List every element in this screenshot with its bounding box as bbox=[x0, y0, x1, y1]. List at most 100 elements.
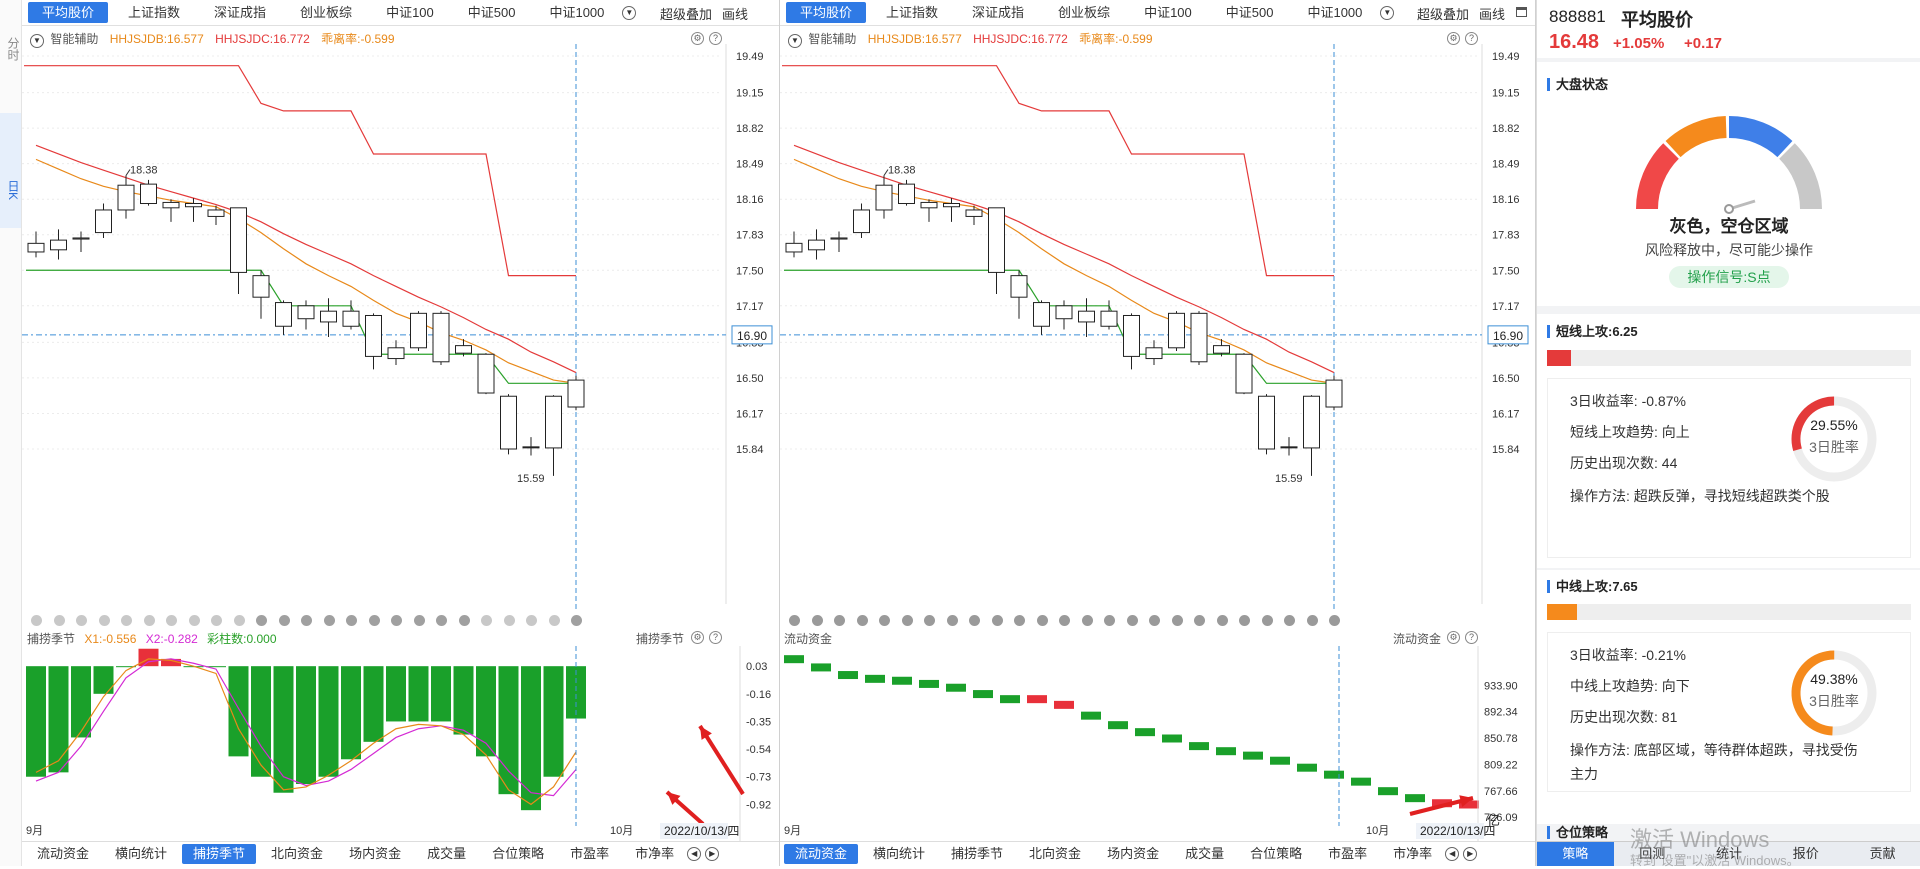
candle-body bbox=[1325, 379, 1343, 408]
tab-chinext[interactable]: 创业板综 bbox=[1058, 5, 1111, 20]
rtab-backtest[interactable]: 回测 bbox=[1639, 846, 1666, 861]
candle-signal-dot bbox=[969, 615, 980, 626]
price-tick-label: 17.17 bbox=[736, 301, 764, 313]
chevron-left-icon[interactable]: ◀ bbox=[1445, 847, 1460, 861]
tab-shenzhen-index[interactable]: 深证成指 bbox=[972, 5, 1025, 20]
btab-volume[interactable]: 成交量 bbox=[1185, 846, 1225, 861]
rtab-quote[interactable]: 报价 bbox=[1792, 846, 1819, 861]
tab-csi100[interactable]: 中证100 bbox=[1144, 5, 1192, 20]
candle-body bbox=[1235, 353, 1253, 394]
btab-pb[interactable]: 市净率 bbox=[1393, 846, 1433, 861]
settings-icon[interactable]: ⚙ bbox=[1447, 631, 1460, 644]
candle-body bbox=[185, 203, 202, 208]
tab-csi500[interactable]: 中证500 bbox=[467, 5, 516, 20]
rtab-contribution[interactable]: 贡献 bbox=[1869, 846, 1896, 861]
help-icon[interactable]: ? bbox=[709, 631, 722, 644]
stock-info-panel: 888881 平均股价 16.48 +1.05% +0.17 大盘状态 灰色，空… bbox=[1536, 0, 1920, 866]
help-icon[interactable]: ? bbox=[1465, 32, 1478, 45]
x1-line bbox=[35, 658, 577, 806]
candle-signal-dot bbox=[571, 615, 582, 626]
candle-signal-dot bbox=[1171, 615, 1183, 626]
candle-signal-dot bbox=[368, 615, 380, 626]
indicator-hhjsjdc: HHJSJDC:16.772 bbox=[973, 32, 1068, 46]
bucao-bar bbox=[521, 666, 541, 811]
btab-northbound[interactable]: 北向资金 bbox=[1029, 846, 1082, 861]
btab-onfloor-funds[interactable]: 场内资金 bbox=[349, 846, 402, 861]
sub-tick-label: 809.22 bbox=[1484, 759, 1518, 771]
draw-line-button[interactable]: 画线 bbox=[1479, 7, 1506, 22]
settings-icon[interactable]: ⚙ bbox=[691, 32, 704, 45]
stock-name: 平均股价 bbox=[1621, 10, 1693, 30]
price-tick-label: 16.17 bbox=[736, 408, 764, 420]
mid-method-cont: 主力 bbox=[1570, 766, 1598, 782]
btab-horizontal-stats[interactable]: 横向统计 bbox=[115, 846, 168, 861]
tab-csi500[interactable]: 中证500 bbox=[1225, 5, 1274, 20]
chevron-right-icon[interactable]: ▶ bbox=[1463, 847, 1478, 861]
candle-signal-dot bbox=[924, 615, 935, 626]
candle-body bbox=[965, 209, 983, 217]
candle-body bbox=[95, 209, 112, 234]
rtab-stats[interactable]: 统计 bbox=[1715, 846, 1742, 861]
mid-trend: 中线上攻趋势: 向下 bbox=[1570, 678, 1690, 694]
rail-tab-intraday[interactable]: 分时 bbox=[6, 37, 20, 61]
sub-indicator-title: 流动资金 bbox=[784, 632, 833, 646]
price-tick-label: 17.17 bbox=[1492, 301, 1520, 313]
tab-average-price[interactable]: 平均股价 bbox=[786, 2, 867, 23]
price-tick-label: 17.83 bbox=[736, 230, 764, 242]
short-method: 操作方法: 超跌反弹，寻找短线超跌类个股 bbox=[1570, 488, 1830, 504]
candle-body bbox=[1258, 395, 1275, 450]
chevron-down-icon[interactable]: ▼ bbox=[1380, 5, 1395, 20]
tab-shenzhen-index[interactable]: 深证成指 bbox=[214, 5, 267, 20]
btab-pe[interactable]: 市盈率 bbox=[570, 846, 610, 861]
price-tick-label: 19.15 bbox=[1492, 88, 1520, 100]
btab-pe[interactable]: 市盈率 bbox=[1328, 846, 1368, 861]
help-icon[interactable]: ? bbox=[1465, 631, 1478, 644]
candle-body bbox=[875, 184, 893, 211]
btab-pb[interactable]: 市净率 bbox=[635, 846, 675, 861]
btab-liquidity[interactable]: 流动资金 bbox=[784, 844, 859, 864]
btab-fishing-season[interactable]: 捕捞季节 bbox=[951, 846, 1004, 861]
btab-volume[interactable]: 成交量 bbox=[427, 846, 467, 861]
bucao-bar bbox=[453, 666, 474, 735]
candle-signal-dot bbox=[856, 615, 868, 626]
chevron-down-icon[interactable]: ▼ bbox=[622, 5, 637, 20]
tab-chinext[interactable]: 创业板综 bbox=[300, 5, 353, 20]
mid-win-rate: 49.38% bbox=[1810, 671, 1858, 687]
liquidity-bar bbox=[865, 674, 885, 683]
btab-position-strategy[interactable]: 合位策略 bbox=[492, 846, 545, 861]
candle-body bbox=[387, 347, 405, 360]
tab-csi1000[interactable]: 中证1000 bbox=[549, 5, 605, 20]
settings-icon[interactable]: ⚙ bbox=[691, 631, 704, 644]
maximize-icon[interactable] bbox=[1516, 7, 1527, 17]
draw-line-button[interactable]: 画线 bbox=[722, 7, 749, 22]
candle-body bbox=[920, 201, 938, 209]
high-annotation: 18.38 bbox=[130, 165, 158, 177]
rail-tab-daily[interactable]: 日K bbox=[0, 113, 21, 228]
candle-signal-dot bbox=[1036, 615, 1048, 626]
btab-northbound[interactable]: 北向资金 bbox=[271, 846, 324, 861]
btab-liquidity[interactable]: 流动资金 bbox=[37, 846, 90, 861]
candle-body bbox=[830, 237, 848, 240]
btab-onfloor-funds[interactable]: 场内资金 bbox=[1107, 846, 1160, 861]
super-overlay-button[interactable]: 超级叠加 bbox=[1417, 7, 1470, 22]
short-3day-return: 3日收益率: -0.87% bbox=[1570, 393, 1686, 409]
btab-position-strategy[interactable]: 合位策略 bbox=[1250, 846, 1303, 861]
tab-shanghai-index[interactable]: 上证指数 bbox=[128, 5, 181, 20]
tab-csi1000[interactable]: 中证1000 bbox=[1307, 5, 1363, 20]
help-icon[interactable]: ? bbox=[709, 32, 722, 45]
price-tick-label: 17.50 bbox=[736, 265, 764, 277]
candle-body bbox=[50, 239, 67, 251]
settings-icon[interactable]: ⚙ bbox=[1447, 32, 1460, 45]
chevron-down-icon[interactable]: ▼ bbox=[30, 34, 44, 48]
tab-average-price[interactable]: 平均股价 bbox=[28, 2, 109, 23]
chevron-right-icon[interactable]: ▶ bbox=[705, 847, 720, 861]
super-overlay-button[interactable]: 超级叠加 bbox=[660, 7, 713, 22]
btab-horizontal-stats[interactable]: 横向统计 bbox=[873, 846, 926, 861]
chevron-left-icon[interactable]: ◀ bbox=[687, 847, 702, 861]
tab-shanghai-index[interactable]: 上证指数 bbox=[886, 5, 939, 20]
btab-fishing-season[interactable]: 捕捞季节 bbox=[182, 844, 257, 864]
candle-body bbox=[27, 242, 45, 253]
chevron-down-icon[interactable]: ▼ bbox=[788, 34, 802, 48]
tab-csi100[interactable]: 中证100 bbox=[386, 5, 434, 20]
rtab-strategy[interactable]: 策略 bbox=[1537, 842, 1614, 866]
